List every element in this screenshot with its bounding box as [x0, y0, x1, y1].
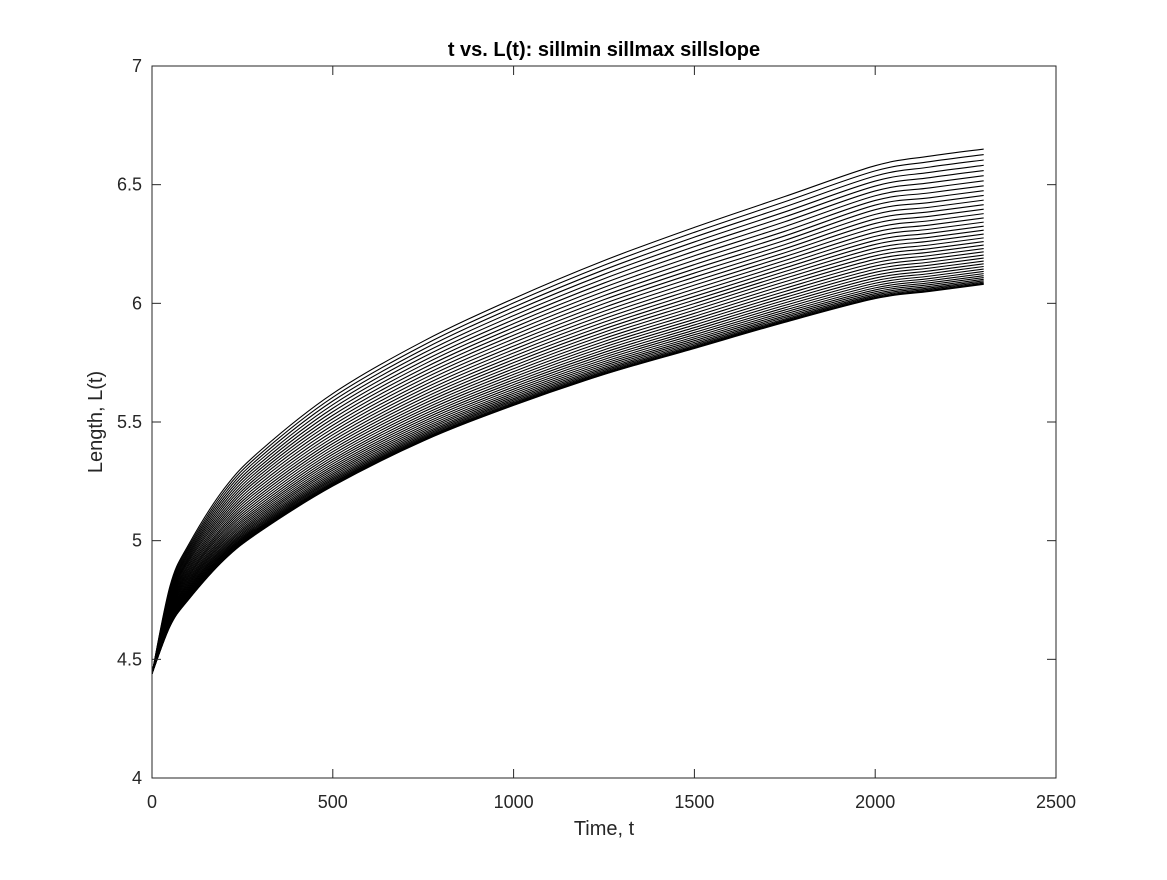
series-line — [151, 213, 984, 674]
y-tick-label: 4.5 — [117, 649, 142, 669]
series-line — [151, 233, 984, 674]
series-line — [151, 208, 984, 674]
series-line — [151, 194, 984, 674]
series-line — [151, 204, 984, 674]
series-line — [151, 270, 984, 674]
series-line — [151, 273, 984, 674]
y-tick-label: 5 — [132, 531, 142, 551]
x-tick-label: 2000 — [855, 792, 895, 812]
series-line — [151, 199, 984, 674]
series-line — [151, 257, 984, 674]
series-line — [151, 277, 984, 674]
x-tick-label: 2500 — [1036, 792, 1076, 812]
y-tick-label: 7 — [132, 56, 142, 76]
series-line — [151, 237, 984, 674]
series-line — [151, 254, 984, 674]
y-tick-label: 5.5 — [117, 412, 142, 432]
y-tick-label: 4 — [132, 768, 142, 788]
tick-marks — [151, 65, 1057, 779]
series-line — [151, 263, 984, 674]
series-line — [151, 240, 984, 674]
series-line — [151, 148, 984, 674]
y-tick-label: 6 — [132, 293, 142, 313]
series-line — [151, 217, 984, 674]
series-line — [151, 265, 984, 674]
x-tick-labels: 0 500 1000 1500 2000 2500 — [147, 792, 1076, 812]
series-line — [151, 190, 984, 674]
x-tick-label: 0 — [147, 792, 157, 812]
chart-title: t vs. L(t): sillmin sillmax sillslope — [448, 39, 760, 61]
series-line — [151, 260, 984, 674]
x-tick-label: 1000 — [494, 792, 534, 812]
series-line — [151, 225, 984, 674]
series-lines — [151, 148, 984, 674]
series-line — [151, 268, 984, 674]
series-line — [151, 159, 984, 674]
series-line — [151, 175, 984, 674]
y-axis-label: Length, L(t) — [85, 371, 107, 473]
series-line — [151, 164, 984, 674]
series-line — [151, 278, 984, 674]
x-tick-label: 500 — [318, 792, 348, 812]
series-line — [151, 244, 984, 674]
series-line — [151, 154, 984, 674]
x-axis-label: Time, t — [574, 818, 635, 840]
series-line — [151, 275, 984, 674]
series-line — [151, 229, 984, 674]
series-line — [151, 180, 984, 674]
series-line — [151, 247, 984, 674]
y-tick-labels: 4 4.5 5 5.5 6 6.5 7 — [117, 56, 142, 788]
x-tick-label: 1500 — [674, 792, 714, 812]
series-line — [151, 221, 984, 674]
series-line — [151, 185, 984, 674]
series-line — [151, 251, 984, 674]
plot-background — [152, 66, 1056, 778]
series-line — [151, 170, 984, 674]
y-tick-label: 6.5 — [117, 175, 142, 195]
